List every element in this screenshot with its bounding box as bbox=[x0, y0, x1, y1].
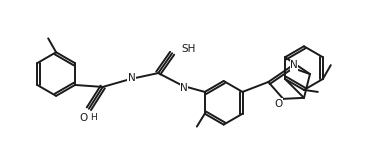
Text: SH: SH bbox=[181, 44, 195, 54]
Text: H: H bbox=[90, 113, 97, 122]
Text: N: N bbox=[290, 60, 298, 70]
Text: O: O bbox=[80, 113, 88, 123]
Text: N: N bbox=[128, 73, 135, 83]
Text: N: N bbox=[180, 83, 188, 93]
Text: O: O bbox=[274, 99, 282, 109]
